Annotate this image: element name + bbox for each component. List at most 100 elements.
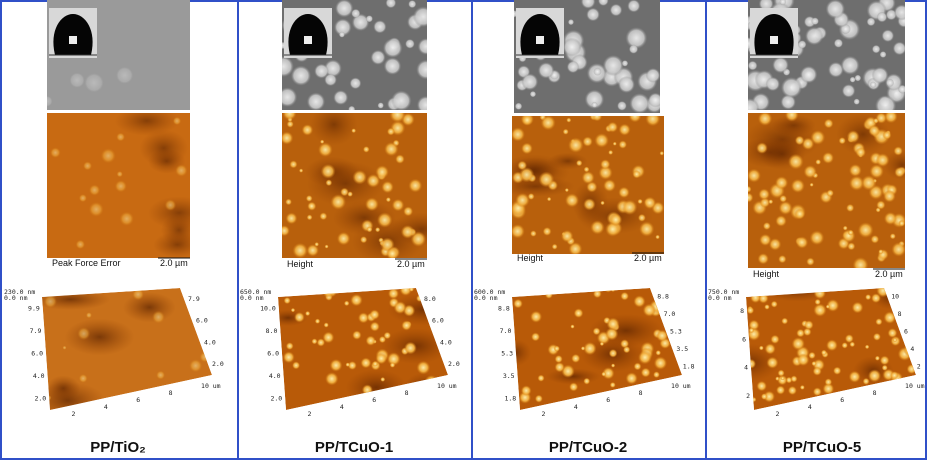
surface-grain [152, 311, 165, 324]
sem-grain [417, 96, 435, 114]
afm-mode-label: Height [287, 259, 314, 269]
surface-grain [880, 356, 890, 366]
surface-grain [849, 371, 861, 383]
afm-grain [618, 187, 629, 198]
afm-grain [608, 150, 613, 155]
afm-grain [552, 244, 558, 250]
surface-grain [87, 286, 93, 292]
afm-grain [873, 118, 879, 124]
sem-grain [886, 79, 894, 87]
afm-grain [806, 257, 814, 265]
surface-grain [324, 322, 329, 327]
afm-grain [306, 195, 313, 202]
sem-grain [629, 44, 638, 53]
afm-grain [119, 211, 134, 226]
sem-grain [617, 101, 627, 111]
sem-grain [834, 39, 843, 48]
afm-shade [148, 196, 210, 229]
left-axis-label: 6.0 [267, 350, 279, 358]
afm-grain [660, 151, 664, 155]
afm-grain [756, 142, 768, 154]
sem-grain [373, 20, 386, 33]
afm-grain [847, 242, 855, 250]
surface-grain [770, 335, 779, 344]
surface-grain [610, 287, 615, 292]
surface-grain [808, 352, 815, 359]
surface-grain [530, 311, 542, 323]
sem-grain [648, 93, 663, 108]
surface-grain [638, 351, 652, 365]
sem-grain [646, 68, 661, 83]
afm-grain [876, 200, 885, 209]
sem-grain [339, 32, 345, 38]
surface-grain [44, 295, 57, 308]
sem-grain [781, 77, 802, 98]
afm-grain [609, 213, 622, 226]
surface-grain [370, 322, 380, 332]
surface-grain [292, 361, 300, 369]
surface-grain [907, 297, 911, 301]
surface-grain [813, 367, 822, 376]
surface-grain [555, 362, 565, 372]
surface-grain [46, 395, 52, 401]
surface-grain [878, 394, 887, 403]
afm-grain [745, 186, 752, 193]
surface-grain [583, 342, 596, 355]
afm-grain [775, 215, 786, 226]
afm-grain [763, 222, 771, 230]
left-axis-label: 8.8 [498, 304, 510, 312]
surface-grain [888, 328, 898, 338]
sem-grain [41, 95, 53, 107]
surface-shade [346, 369, 407, 405]
surface-grain [604, 284, 612, 292]
surface-grain [626, 372, 638, 384]
surface-grain [826, 305, 830, 309]
surface-grain [574, 308, 584, 318]
panel-caption: PP/TCuO-1 [315, 439, 393, 456]
sem-grain [842, 84, 856, 98]
left-axis-label: 4 [744, 364, 748, 372]
afm-grain [847, 130, 860, 143]
panel-caption: PP/TCuO-2 [549, 439, 627, 456]
bottom-axis-label: 2 [307, 410, 311, 418]
z-range-label: 0.0 nm [4, 294, 28, 302]
surface-grain [873, 333, 881, 341]
surface-grain [291, 308, 295, 312]
sem-grain [413, 6, 434, 27]
sem-grain [826, 0, 845, 19]
sem-grain [515, 103, 522, 110]
sem-grain [841, 56, 860, 75]
surface-grain [380, 377, 385, 382]
bottom-axis-label: 4 [340, 403, 344, 411]
right-axis-label: 4 [910, 345, 914, 353]
afm-grain [603, 179, 616, 192]
right-axis-label: 6 [904, 328, 908, 336]
surface-grain [648, 392, 656, 400]
surface-grain [607, 317, 620, 330]
afm-grain [853, 257, 869, 273]
surface-grain [625, 394, 631, 400]
surface-grain [813, 387, 822, 396]
afm-grain [747, 169, 761, 183]
afm-grain [884, 212, 897, 225]
sem-grain [854, 75, 861, 82]
sem-grain [805, 27, 823, 45]
afm-grain [590, 220, 604, 234]
afm-grain [824, 119, 834, 129]
surface-grain [350, 294, 362, 306]
surface-grain [628, 391, 633, 396]
afm-grain [363, 146, 370, 153]
left-axis-label: 6.0 [31, 350, 43, 358]
surface-grain [907, 364, 917, 374]
left-axis-label: 7.0 [500, 327, 512, 335]
surface-grain [766, 357, 778, 369]
surface-grain [610, 382, 616, 388]
droplet-reflection [304, 36, 312, 44]
surface-grain [811, 361, 816, 366]
bottom-axis-label: 10 um [671, 382, 691, 390]
right-axis-label: 8.8 [657, 293, 669, 301]
surface-grain [554, 346, 560, 352]
sem-grain [568, 19, 574, 25]
surface-grain [185, 393, 197, 405]
surface-grain [609, 349, 618, 358]
